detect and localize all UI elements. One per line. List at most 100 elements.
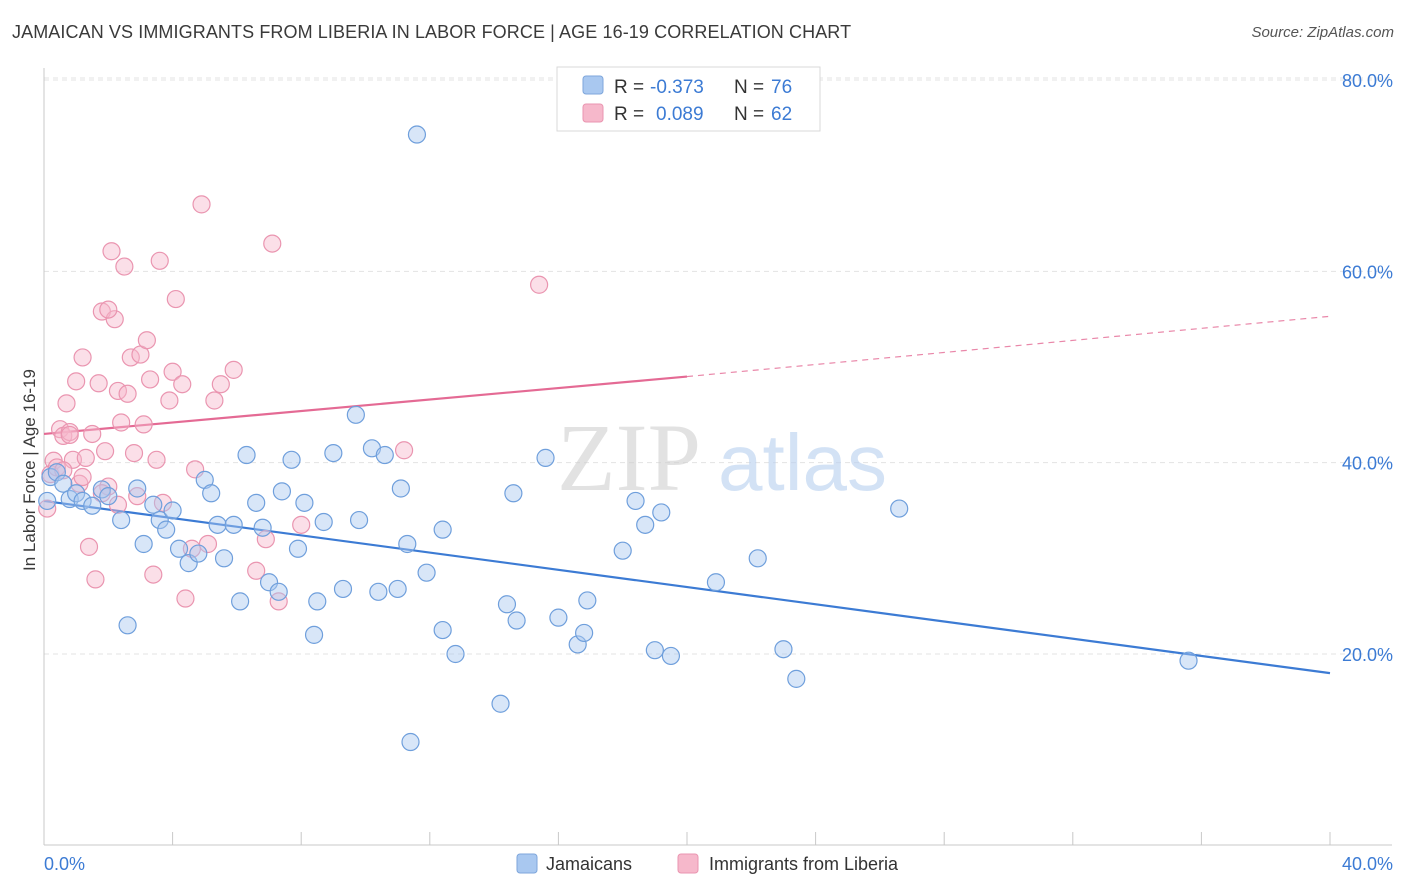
y-tick-label: 20.0% — [1342, 645, 1393, 665]
correlation-legend: R = -0.373 N = 76 R = 0.089 N = 62 — [556, 66, 821, 132]
jamaicans-point — [253, 518, 272, 537]
jamaicans-point — [112, 510, 131, 530]
liberia-point — [79, 537, 99, 556]
jamaicans-point — [706, 573, 726, 592]
legend-jamaicans-swatch — [516, 853, 538, 874]
liberia-point — [247, 561, 266, 580]
jamaicans-point — [202, 484, 221, 503]
liberia-point — [263, 234, 282, 253]
source-credit: Source: ZipAtlas.com — [1251, 24, 1394, 41]
liberia-point — [89, 374, 108, 393]
liberia-point — [140, 370, 160, 389]
liberia-point — [99, 300, 118, 319]
grid-lines — [44, 77, 1392, 655]
liberia-point — [134, 415, 153, 434]
jamaicans-point — [169, 539, 189, 558]
jamaicans-point — [179, 554, 198, 573]
legend-n-label-1: N = — [734, 77, 764, 98]
liberia-point — [198, 534, 218, 554]
liberia-point — [530, 275, 549, 294]
jamaicans-point — [231, 592, 250, 611]
liberia-point — [176, 589, 195, 608]
liberia-point — [95, 442, 115, 461]
liberia-point — [86, 570, 105, 589]
jamaicans-point — [163, 501, 182, 520]
jamaicans-point — [304, 625, 324, 644]
jamaicans-point — [295, 493, 314, 512]
legend-liberia-label: Immigrants from Liberia — [709, 854, 899, 874]
jamaicans-point — [237, 445, 256, 465]
jamaicans-point — [388, 579, 407, 599]
jamaicans-point — [224, 515, 243, 534]
jamaicans-point — [92, 480, 111, 499]
jamaicans-point — [208, 515, 227, 534]
jamaicans-point — [497, 595, 517, 614]
liberia-point — [160, 391, 179, 410]
legend-r-value-1: -0.373 — [650, 77, 704, 98]
jamaicans-point — [536, 448, 555, 467]
legend-liberia-swatch — [677, 853, 699, 874]
liberia-point — [124, 444, 144, 463]
y-tick-label: 80.0% — [1342, 71, 1393, 91]
jamaicans-point — [446, 644, 465, 664]
liberia-point — [150, 251, 169, 270]
jamaicans-point — [661, 646, 681, 666]
liberia-point — [292, 515, 311, 534]
watermark-zip: ZIP — [557, 404, 701, 511]
jamaicans-point — [47, 463, 66, 482]
jamaicans-trend-line — [43, 499, 1331, 675]
liberia-point — [137, 331, 156, 350]
jamaicans-point — [375, 445, 394, 465]
legend-r-value-2: 0.089 — [656, 104, 704, 125]
jamaicans-point — [636, 515, 655, 534]
liberia-point — [73, 467, 92, 487]
jamaicans-point — [144, 495, 163, 514]
liberia-trend-line — [43, 375, 688, 436]
liberia-point — [128, 487, 147, 506]
jamaicans-point — [575, 623, 594, 643]
jamaicans-point — [99, 487, 118, 506]
legend-r-label-2: R = — [614, 104, 644, 125]
legend-r-label-1: R = — [614, 77, 644, 98]
jamaicans-point — [324, 444, 343, 463]
watermark-atlas: atlas — [718, 418, 887, 507]
liberia-point — [147, 450, 166, 469]
jamaicans-point — [401, 732, 420, 752]
jamaicans-point — [83, 496, 102, 515]
liberia-point — [73, 348, 92, 367]
jamaicans-point — [333, 579, 353, 599]
jamaicans-point — [774, 640, 793, 659]
liberia-point — [173, 375, 192, 394]
jamaicans-point — [645, 641, 664, 660]
jamaicans-point — [259, 573, 279, 592]
jamaicans-point — [349, 510, 369, 530]
y-tick-label: 60.0% — [1342, 262, 1393, 282]
jamaicans-point — [157, 520, 176, 539]
liberia-point — [118, 384, 137, 403]
liberia-point — [166, 289, 185, 309]
jamaicans-point — [626, 491, 645, 511]
liberia-point — [224, 360, 243, 379]
jamaicans-point — [54, 474, 73, 493]
jamaicans-point — [398, 534, 417, 554]
jamaicans-point — [1179, 651, 1198, 670]
liberia-point — [269, 592, 288, 611]
jamaicans-point — [308, 592, 327, 611]
liberia-point — [112, 413, 131, 432]
liberia-trend-extension — [686, 315, 1331, 378]
jamaicans-point — [272, 482, 292, 501]
jamaicans-point — [652, 503, 671, 522]
liberia-point — [211, 375, 230, 394]
jamaicans-point — [787, 669, 806, 688]
jamaicans-point — [491, 694, 510, 713]
liberia-point — [102, 242, 121, 261]
jamaicans-point — [214, 549, 234, 568]
jamaicans-point — [433, 620, 452, 640]
liberia-point — [256, 530, 275, 549]
jamaicans-point — [504, 484, 523, 503]
jamaicans-point — [118, 616, 137, 635]
jamaicans-point — [407, 125, 427, 144]
legend-n-label-2: N = — [734, 104, 764, 125]
jamaicans-point — [73, 491, 92, 511]
jamaicans-point — [578, 591, 597, 610]
